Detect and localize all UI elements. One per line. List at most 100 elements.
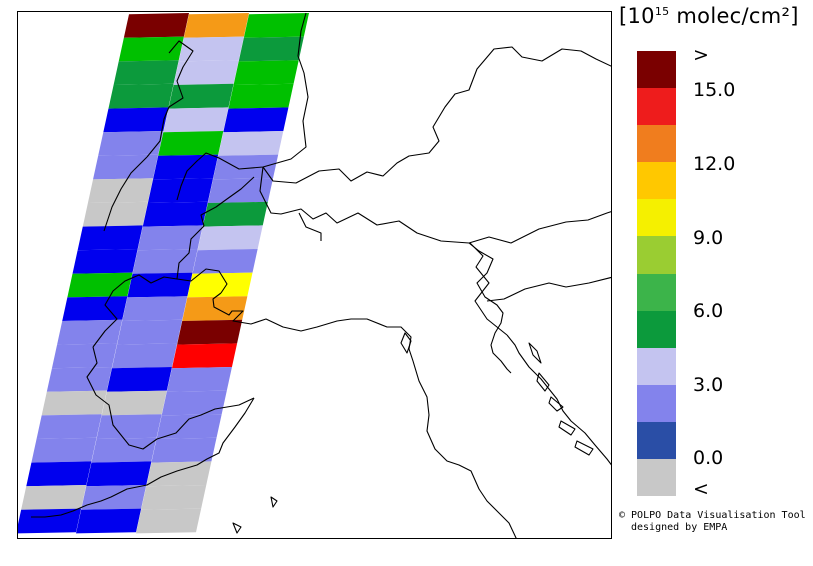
island bbox=[558, 420, 576, 436]
legend-label-under: < bbox=[693, 478, 709, 500]
color-scale-bar bbox=[637, 51, 676, 497]
swath-pixel bbox=[21, 485, 87, 510]
legend-title: [1015 molec/cm²] bbox=[619, 4, 799, 28]
legend-label-6: 6.0 bbox=[693, 300, 724, 322]
legend-swatch bbox=[637, 236, 676, 274]
border-line bbox=[92, 274, 178, 348]
swath-pixel bbox=[197, 225, 263, 251]
swath-pixel bbox=[207, 178, 274, 203]
swath-pixel bbox=[178, 36, 244, 62]
swath-pixel bbox=[106, 367, 172, 392]
swath-pixel bbox=[81, 485, 147, 510]
swath-pixel bbox=[18, 508, 82, 534]
border-line bbox=[146, 40, 194, 158]
swath-pixel bbox=[168, 83, 234, 109]
swath-pixel bbox=[36, 414, 102, 439]
swath-pixel bbox=[192, 249, 258, 274]
swath-pixel bbox=[108, 83, 174, 109]
legend-swatch bbox=[637, 51, 676, 89]
swath-pixel bbox=[62, 296, 128, 321]
swath-pixel bbox=[173, 60, 239, 85]
swath-pixel bbox=[228, 83, 294, 109]
legend-label-over: > bbox=[693, 44, 709, 66]
legend-label-15: 15.0 bbox=[693, 79, 736, 101]
swath-pixel bbox=[86, 461, 152, 487]
legend-swatch bbox=[637, 459, 676, 497]
swath-pixel bbox=[113, 60, 179, 85]
swath-pixel bbox=[187, 272, 253, 298]
swath-pixel bbox=[177, 319, 243, 345]
swath-pixel bbox=[46, 367, 112, 392]
border-line bbox=[469, 242, 508, 336]
border-line bbox=[298, 212, 322, 241]
swath-pixel bbox=[96, 414, 162, 439]
border-line bbox=[86, 346, 255, 450]
legend-swatch bbox=[637, 421, 676, 460]
satellite-swath bbox=[18, 13, 309, 534]
legend-swatch bbox=[637, 310, 676, 348]
legend-label-12: 12.0 bbox=[693, 153, 736, 175]
border-line bbox=[103, 156, 148, 232]
swath-pixel bbox=[171, 343, 238, 369]
border-line bbox=[486, 276, 611, 302]
swath-pixel bbox=[118, 36, 184, 62]
map-canvas bbox=[18, 12, 611, 538]
swath-pixel bbox=[136, 508, 202, 534]
legend-label-9: 9.0 bbox=[693, 227, 724, 249]
country-borders bbox=[86, 12, 611, 450]
swath-pixel bbox=[101, 390, 167, 416]
legend-title-exponent: 15 bbox=[654, 5, 670, 18]
swath-pixel bbox=[141, 485, 207, 510]
island bbox=[574, 440, 594, 456]
swath-pixel bbox=[82, 201, 148, 227]
border-line bbox=[176, 12, 309, 201]
swath-pixel bbox=[117, 319, 183, 345]
island bbox=[548, 396, 564, 412]
swath-pixel bbox=[163, 107, 229, 133]
swath-pixel bbox=[223, 107, 289, 133]
swath-pixel bbox=[123, 13, 189, 38]
island bbox=[400, 332, 412, 354]
swath-pixel bbox=[132, 249, 198, 274]
swath-pixel bbox=[218, 131, 284, 156]
swath-pixel bbox=[31, 437, 97, 463]
swath-pixel bbox=[98, 131, 164, 156]
swath-pixel bbox=[77, 225, 143, 251]
map-panel bbox=[17, 11, 612, 539]
swath-pixel bbox=[151, 437, 217, 463]
credit-line-tool: © POLPO Data Visualisation Tool bbox=[619, 510, 806, 521]
swath-pixel bbox=[142, 201, 208, 227]
island bbox=[270, 496, 278, 508]
legend-title-unit: molec/cm²] bbox=[669, 4, 799, 28]
border-line bbox=[262, 46, 611, 184]
swath-pixel bbox=[26, 461, 92, 487]
legend-swatch bbox=[637, 162, 676, 200]
swath-pixel bbox=[41, 390, 107, 416]
swath-pixel bbox=[93, 154, 159, 180]
swath-pixel bbox=[91, 437, 157, 463]
swath-pixel bbox=[103, 107, 169, 133]
swath-pixel bbox=[166, 367, 232, 392]
swath-pixel bbox=[182, 296, 248, 321]
swath-pixel bbox=[233, 60, 299, 85]
swath-pixel bbox=[238, 36, 304, 62]
coast-line bbox=[506, 334, 611, 466]
legend-label-3: 3.0 bbox=[693, 374, 724, 396]
coast-line bbox=[468, 242, 512, 374]
swath-pixel bbox=[51, 343, 118, 369]
legend-swatch bbox=[637, 88, 676, 126]
swath-pixel bbox=[146, 461, 212, 487]
island bbox=[528, 342, 542, 364]
island bbox=[232, 522, 242, 534]
swath-pixel bbox=[183, 13, 249, 38]
swath-pixel bbox=[122, 296, 188, 321]
coast-line bbox=[212, 292, 517, 538]
legend-swatch bbox=[637, 125, 676, 163]
swath-pixel bbox=[156, 414, 222, 439]
swath-pixel bbox=[111, 343, 178, 369]
legend-swatch bbox=[637, 384, 676, 422]
swath-pixel bbox=[202, 201, 268, 227]
island bbox=[536, 372, 550, 392]
swath-pixel bbox=[57, 319, 123, 345]
legend-swatch bbox=[637, 273, 676, 311]
